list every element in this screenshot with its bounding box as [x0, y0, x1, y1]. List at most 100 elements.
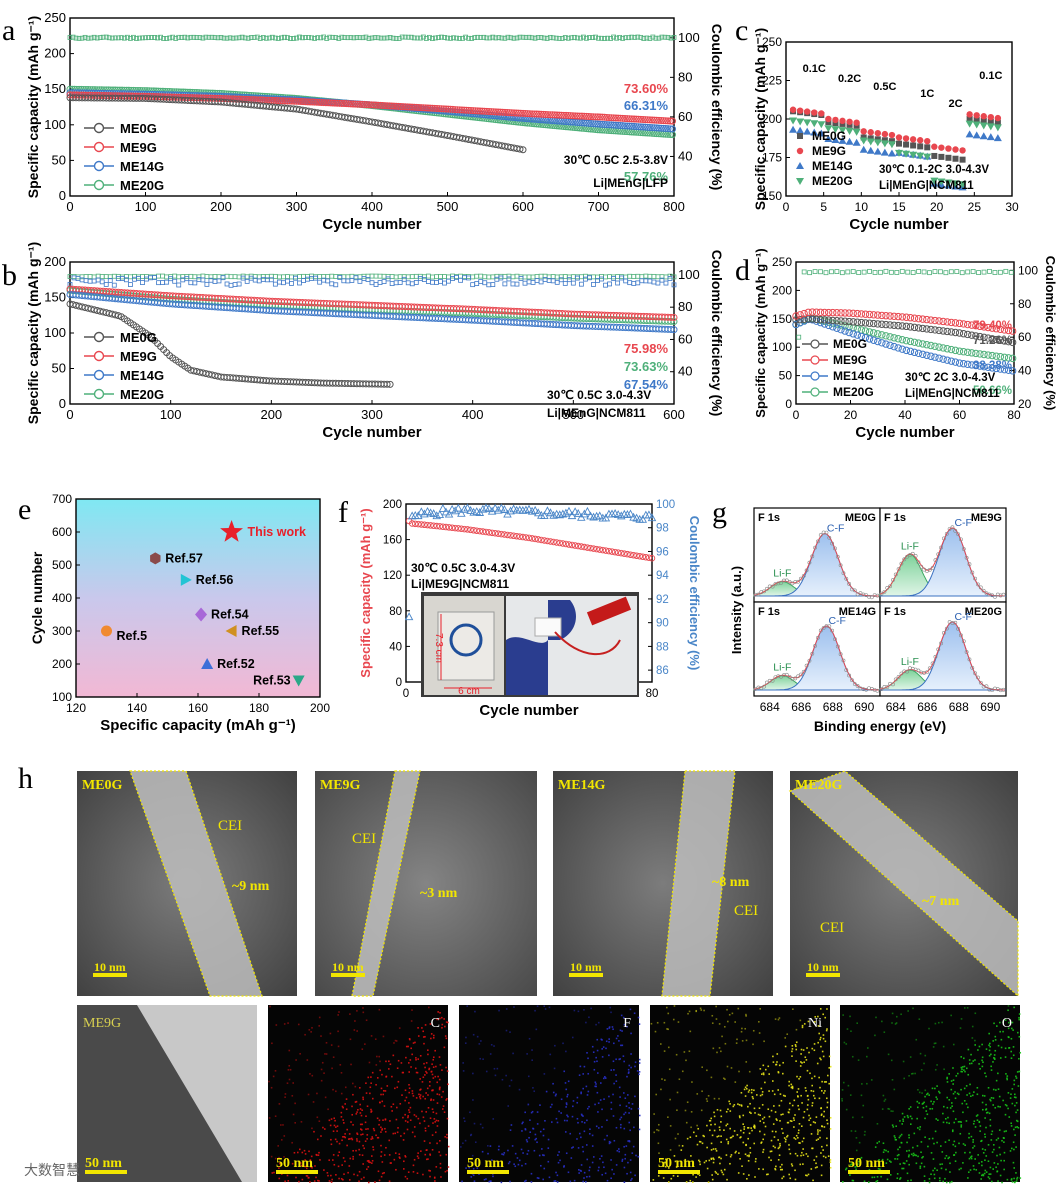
- data-point: [243, 94, 251, 102]
- element-signal: [650, 1022, 653, 1025]
- ce-point: [587, 275, 592, 281]
- element-signal: [425, 1111, 428, 1113]
- element-signal: [349, 1013, 351, 1015]
- element-signal: [498, 1009, 500, 1012]
- data-point: [931, 143, 938, 150]
- data-point: [514, 109, 522, 117]
- element-signal: [330, 1174, 332, 1177]
- element-signal: [576, 1096, 579, 1099]
- data-point: [810, 128, 819, 136]
- element-signal: [282, 1124, 284, 1126]
- ce-point: [152, 35, 157, 40]
- element-signal: [434, 1180, 436, 1182]
- element-signal: [631, 1103, 634, 1105]
- element-signal: [631, 1152, 634, 1154]
- element-signal: [823, 1092, 825, 1094]
- data-point: [614, 121, 622, 129]
- element-signal: [536, 1005, 539, 1008]
- x-tick-label: 5: [820, 200, 827, 214]
- ce-point: [300, 35, 305, 41]
- element-signal: [719, 1109, 722, 1112]
- element-signal: [742, 1114, 745, 1117]
- element-signal: [754, 1112, 756, 1114]
- ce-point: [608, 36, 613, 41]
- element-signal: [384, 1090, 387, 1092]
- element-signal: [380, 1175, 383, 1178]
- ce-point: [156, 273, 161, 279]
- data-point: [501, 108, 509, 116]
- ce-point: [212, 35, 218, 40]
- legend-marker: [796, 147, 804, 155]
- element-signal: [809, 1124, 812, 1126]
- y2-tick-label: 40: [678, 148, 692, 163]
- element-signal: [473, 1180, 476, 1182]
- element-signal: [740, 1136, 742, 1138]
- element-signal: [425, 1092, 427, 1094]
- element-signal: [623, 1113, 625, 1116]
- element-signal: [377, 1170, 380, 1173]
- element-signal: [811, 1084, 814, 1087]
- element-signal: [696, 1093, 699, 1095]
- element-signal: [782, 1072, 784, 1075]
- element-signal: [523, 1180, 526, 1183]
- panel-label-g: g: [712, 496, 727, 529]
- element-signal: [829, 1166, 832, 1169]
- element-signal: [520, 1148, 523, 1151]
- element-signal: [578, 1132, 581, 1135]
- element-signal: [433, 1176, 436, 1179]
- element-signal: [751, 1095, 754, 1098]
- ce-point: [337, 275, 343, 280]
- element-signal: [612, 1115, 615, 1117]
- element-signal: [566, 1093, 569, 1096]
- element-signal: [512, 1052, 514, 1055]
- element-signal: [291, 1141, 293, 1144]
- x-tick-label: 690: [980, 700, 1000, 714]
- element-signal: [398, 1027, 401, 1029]
- rate-label: 0.2C: [838, 73, 861, 85]
- data-point: [252, 94, 260, 102]
- element-signal: [359, 1087, 361, 1089]
- data-point: [662, 125, 670, 133]
- element-signal: [424, 1127, 427, 1130]
- element-signal: [828, 1055, 831, 1058]
- element-signal: [619, 1096, 621, 1098]
- element-signal: [524, 1111, 526, 1114]
- element-signal: [737, 1007, 740, 1010]
- element-signal: [801, 1102, 803, 1104]
- ce-point: [514, 35, 520, 41]
- element-signal: [348, 1133, 351, 1135]
- ce-point: [405, 274, 411, 280]
- element-signal: [822, 1149, 824, 1151]
- element-signal: [703, 1009, 705, 1012]
- element-signal: [438, 1087, 441, 1090]
- ce-point: [345, 35, 351, 41]
- element-signal: [583, 1121, 586, 1124]
- element-signal: [760, 1087, 763, 1090]
- ce-point: [538, 279, 544, 285]
- element-signal: [367, 1128, 369, 1130]
- element-signal: [828, 1067, 831, 1069]
- data-point: [573, 112, 581, 120]
- element-signal: [493, 1045, 495, 1047]
- element-signal: [699, 1007, 702, 1010]
- element-signal: [398, 1156, 401, 1159]
- scale-label: 50 nm: [467, 1156, 504, 1171]
- data-point: [231, 95, 239, 103]
- element-signal: [727, 1141, 730, 1143]
- element-signal: [298, 1148, 301, 1151]
- element-signal: [404, 1120, 407, 1122]
- element-signal: [436, 1142, 438, 1145]
- element-signal: [474, 1141, 477, 1144]
- ce-point: [596, 35, 601, 41]
- data-point: [376, 101, 384, 109]
- ce-point: [185, 35, 191, 41]
- element-signal: [797, 1136, 799, 1139]
- ce-point: [493, 35, 499, 41]
- data-point: [501, 117, 509, 125]
- element-signal: [411, 1131, 414, 1134]
- cell-label: Li|MEnG|LFP: [593, 176, 668, 190]
- element-signal: [505, 1008, 508, 1010]
- element-signal: [362, 1144, 364, 1147]
- ce-point: [650, 34, 656, 40]
- data-point: [428, 104, 436, 112]
